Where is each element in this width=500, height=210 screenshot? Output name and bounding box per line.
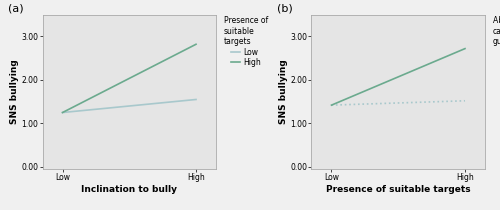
Low	[462, 100, 468, 102]
High	[462, 47, 468, 50]
Y-axis label: SNS bullying: SNS bullying	[10, 59, 18, 124]
Low	[193, 98, 199, 101]
Line: High: High	[332, 49, 465, 105]
Legend: Low, High: Low, High	[492, 15, 500, 68]
Y-axis label: SNS bullying: SNS bullying	[278, 59, 287, 124]
Low	[60, 111, 66, 114]
Low	[328, 104, 334, 106]
Line: Low: Low	[62, 100, 196, 113]
X-axis label: Presence of suitable targets: Presence of suitable targets	[326, 185, 470, 194]
Line: Low: Low	[332, 101, 465, 105]
High	[328, 104, 334, 106]
Text: (b): (b)	[277, 4, 292, 14]
Text: (a): (a)	[8, 4, 24, 14]
X-axis label: Inclination to bully: Inclination to bully	[82, 185, 178, 194]
High	[193, 43, 199, 46]
High	[60, 111, 66, 114]
Line: High: High	[62, 44, 196, 113]
Legend: Low, High: Low, High	[224, 15, 269, 68]
